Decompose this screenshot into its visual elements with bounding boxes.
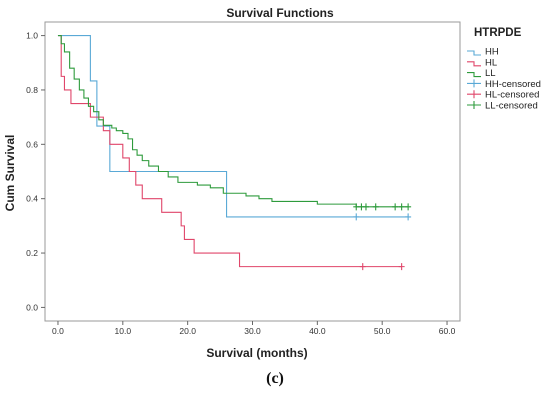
legend-label-hl: HL — [485, 57, 497, 68]
censor-mark-ll — [353, 203, 360, 211]
legend-swatch-hl-censored — [467, 90, 481, 99]
x-tick-label: 40.0 — [309, 326, 326, 336]
x-tick-label: 0.0 — [52, 326, 64, 336]
x-axis-ticks: 0.0 10.0 20.0 30.0 40.0 50.0 60.0 — [52, 321, 456, 336]
censor-mark-hl — [359, 263, 366, 271]
survival-chart: Survival Functions 0.0 0.2 0.4 0.6 0.8 1.0 0.… — [3, 6, 541, 360]
censor-mark-hh — [405, 213, 412, 221]
censor-mark-hh — [353, 213, 360, 221]
y-axis-ticks: 0.0 0.2 0.4 0.6 0.8 1.0 — [26, 31, 45, 312]
figure-caption: (c) — [266, 370, 284, 387]
censor-layer — [353, 203, 412, 271]
series-line-hl — [57, 35, 402, 268]
censor-mark-ll — [392, 203, 399, 211]
x-tick-label: 10.0 — [115, 326, 132, 336]
plot-frame — [44, 21, 461, 322]
censor-mark-ll — [372, 203, 379, 211]
y-tick-label: 0.8 — [26, 85, 38, 95]
chart-title: Survival Functions — [226, 6, 334, 20]
y-tick-label: 1.0 — [26, 31, 38, 41]
y-tick-label: 0.0 — [26, 302, 38, 312]
legend-title: HTRPDE — [474, 27, 522, 39]
legend-label-hh: HH — [485, 47, 499, 58]
legend-swatch-ll-censored — [467, 101, 481, 109]
y-tick-label: 0.2 — [26, 248, 38, 258]
censor-mark-ll — [405, 203, 412, 211]
censor-mark-ll — [362, 203, 369, 211]
x-tick-label: 60.0 — [439, 326, 456, 336]
legend-swatch-hl — [467, 61, 481, 67]
x-tick-label: 30.0 — [244, 326, 261, 336]
x-axis-label: Survival (months) — [206, 346, 307, 360]
censor-mark-hl — [398, 263, 405, 271]
y-axis-label: Cum Survival — [3, 135, 17, 212]
legend-swatch-hh — [467, 50, 481, 56]
y-tick-label: 0.6 — [26, 139, 38, 149]
x-tick-label: 20.0 — [179, 326, 196, 336]
series-layer — [57, 35, 409, 268]
series-line-ll — [57, 35, 409, 208]
legend-label-ll: LL — [485, 68, 496, 79]
y-tick-label: 0.4 — [26, 194, 38, 204]
legend-swatch-hh-censored — [467, 79, 481, 88]
legend-label-ll-censored: LL-censored — [485, 101, 538, 112]
series-line-hh — [57, 35, 409, 218]
legend-label-hh-censored: HH-censored — [485, 79, 541, 90]
x-tick-label: 50.0 — [374, 326, 391, 336]
legend-swatch-ll — [467, 72, 481, 78]
censor-mark-ll — [398, 203, 405, 211]
legend-label-hl-censored: HL-censored — [485, 90, 539, 101]
